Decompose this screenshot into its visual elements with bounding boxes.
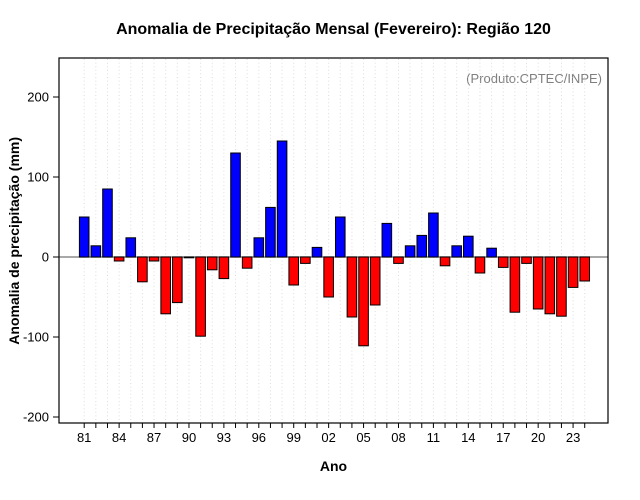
x-tick-label-1996: 96 bbox=[252, 430, 266, 445]
y-tick-label--100: -100 bbox=[23, 330, 49, 345]
y-tick-label--200: -200 bbox=[23, 410, 49, 425]
bar-2016 bbox=[486, 247, 497, 258]
x-tick-label-2011: 11 bbox=[427, 430, 441, 445]
bar-2000 bbox=[300, 256, 311, 264]
bar-2003 bbox=[334, 216, 346, 258]
bar-1997 bbox=[265, 206, 276, 258]
bar-2021 bbox=[544, 256, 556, 315]
bar-2024 bbox=[579, 256, 591, 282]
x-tick-label-2002: 02 bbox=[321, 430, 335, 445]
bar-1988 bbox=[160, 256, 171, 315]
bar-1982 bbox=[90, 245, 102, 258]
bar-2013 bbox=[451, 245, 462, 258]
bar-2011 bbox=[428, 212, 439, 258]
bar-1992 bbox=[206, 256, 218, 271]
x-tick-label-2008: 08 bbox=[391, 430, 405, 445]
x-tick-label-2020: 20 bbox=[531, 430, 545, 445]
bar-2001 bbox=[311, 246, 323, 258]
x-tick-label-1984: 84 bbox=[112, 430, 126, 445]
x-tick-label-2014: 14 bbox=[461, 430, 475, 445]
x-tick-label-1993: 93 bbox=[217, 430, 231, 445]
bar-1987 bbox=[148, 256, 160, 262]
x-tick-label-1981: 81 bbox=[77, 430, 91, 445]
source-annotation: (Produto:CPTEC/INPE) bbox=[466, 71, 602, 86]
bar-2023 bbox=[567, 256, 579, 288]
bar-2004 bbox=[346, 256, 358, 318]
bar-1993 bbox=[218, 256, 230, 280]
y-tick-label-100: 100 bbox=[27, 170, 49, 185]
x-tick-label-2017: 17 bbox=[496, 430, 510, 445]
chart-title: Anomalia de Precipitação Mensal (Feverei… bbox=[116, 21, 551, 38]
bar-2005 bbox=[358, 256, 369, 347]
x-tick-label-2005: 05 bbox=[356, 430, 370, 445]
x-tick-label-1987: 87 bbox=[147, 430, 161, 445]
x-axis-title: Ano bbox=[319, 458, 348, 474]
bar-2017 bbox=[497, 256, 509, 268]
bar-1986 bbox=[137, 256, 148, 283]
bar-1989 bbox=[172, 256, 183, 304]
plot-border bbox=[58, 57, 609, 424]
bar-1981 bbox=[78, 216, 90, 258]
bar-1995 bbox=[241, 256, 253, 269]
y-tick-label-200: 200 bbox=[27, 90, 49, 105]
bar-2007 bbox=[381, 222, 393, 258]
bar-1984 bbox=[113, 256, 125, 262]
bar-2014 bbox=[463, 235, 474, 258]
bar-1998 bbox=[276, 140, 288, 258]
bar-2002 bbox=[323, 256, 334, 298]
x-tick-label-1990: 90 bbox=[182, 430, 196, 445]
bar-2022 bbox=[556, 256, 567, 317]
bar-1991 bbox=[195, 256, 206, 337]
bar-2006 bbox=[369, 256, 381, 306]
x-tick-label-2023: 23 bbox=[566, 430, 580, 445]
bar-1990 bbox=[183, 256, 195, 259]
bar-1983 bbox=[102, 188, 113, 258]
bar-2008 bbox=[393, 256, 404, 264]
bar-1985 bbox=[125, 237, 137, 258]
bar-2018 bbox=[509, 256, 521, 313]
bar-2009 bbox=[404, 245, 416, 258]
y-tick-label-0: 0 bbox=[42, 250, 49, 265]
bar-1996 bbox=[253, 237, 265, 258]
bar-2012 bbox=[439, 256, 451, 267]
bar-2010 bbox=[416, 234, 428, 258]
bar-1999 bbox=[288, 256, 300, 286]
bar-2019 bbox=[521, 256, 532, 264]
bar-2015 bbox=[474, 256, 486, 274]
bar-1994 bbox=[230, 152, 241, 258]
bar-2020 bbox=[532, 256, 544, 310]
x-tick-label-1999: 99 bbox=[286, 430, 300, 445]
